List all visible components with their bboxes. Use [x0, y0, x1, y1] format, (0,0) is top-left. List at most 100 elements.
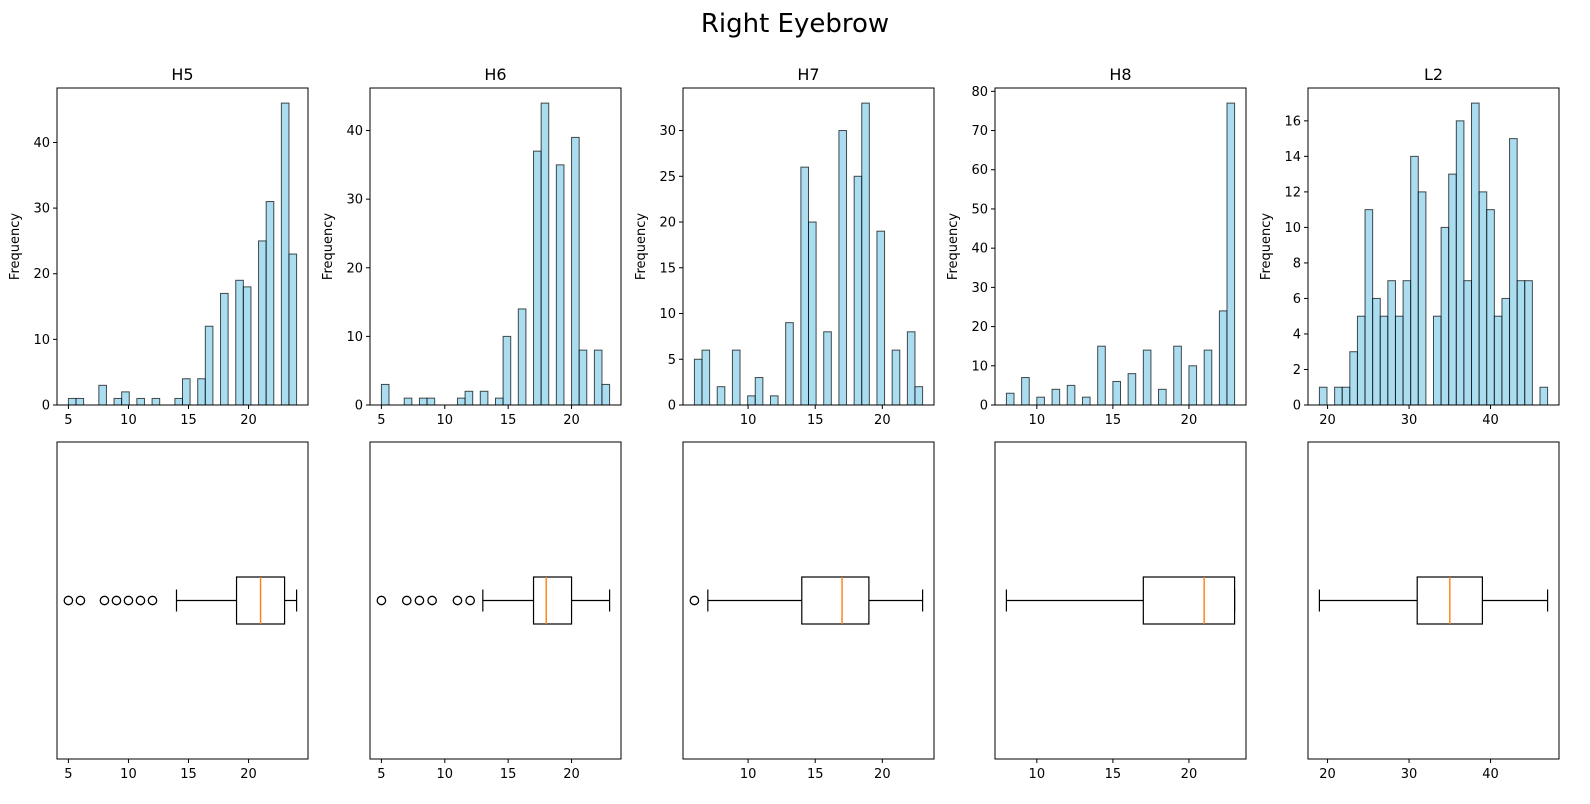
y-tick-label: 25 — [659, 170, 676, 185]
histogram-bar — [914, 386, 924, 406]
histogram-bar — [1112, 380, 1122, 406]
x-tick-label: 15 — [807, 767, 824, 782]
y-tick-label: 0 — [42, 399, 50, 414]
histogram-bar — [1081, 396, 1091, 406]
y-axis-label: Frequency — [634, 213, 649, 280]
y-tick-label: 6 — [1293, 292, 1301, 307]
histogram-bar — [258, 240, 267, 406]
y-axis-label: Frequency — [1259, 213, 1274, 280]
axes-frame — [1307, 87, 1560, 406]
axes-frame — [994, 441, 1247, 760]
x-tick-label: 10 — [120, 767, 137, 782]
y-tick-label: 20 — [971, 320, 988, 335]
histogram-bar — [456, 397, 466, 406]
y-tick-label: 0 — [1293, 399, 1301, 414]
x-tick-label: 5 — [377, 767, 385, 782]
histogram-panel-3: 0 5 10 15 20 25 30 Frequency H7 10 15 20 — [634, 65, 935, 428]
outlier-point — [63, 595, 74, 606]
histogram-bar — [785, 322, 794, 406]
histogram-bar — [1021, 377, 1030, 406]
histogram-bar — [1364, 209, 1374, 406]
histogram-bar — [98, 384, 107, 406]
histogram-bar — [1173, 345, 1182, 406]
y-tick-label: 0 — [355, 399, 363, 414]
subplot-title: H7 — [797, 65, 819, 84]
x-tick-label: 20 — [240, 767, 257, 782]
histogram-bar — [1203, 349, 1213, 406]
x-tick-label: 40 — [1482, 413, 1499, 428]
outlier-point — [414, 595, 425, 606]
x-tick-label: 40 — [1482, 767, 1499, 782]
histogram-bar — [1158, 388, 1167, 406]
outlier-point — [123, 595, 134, 606]
boxplot-panel-1: 5 10 15 20 — [56, 441, 309, 782]
histogram-bar — [1127, 373, 1137, 406]
histogram-bar — [1356, 315, 1366, 406]
histogram-bar — [747, 395, 756, 406]
histogram-bar — [265, 201, 275, 406]
histogram-bar — [1218, 310, 1228, 406]
x-tick-label: 5 — [64, 413, 72, 428]
y-tick-label: 5 — [668, 353, 676, 368]
x-tick-label: 10 — [740, 767, 757, 782]
histogram-bar — [1036, 396, 1045, 406]
histogram-bar — [197, 378, 206, 406]
y-tick-label: 15 — [659, 261, 676, 276]
histogram-bar — [242, 286, 252, 406]
outlier-point — [452, 595, 463, 606]
y-tick-label: 60 — [971, 163, 988, 178]
histogram-bar — [906, 331, 916, 406]
histogram-bar — [1334, 386, 1343, 406]
outlier-point — [376, 595, 387, 606]
axes-frame — [994, 87, 1247, 406]
histogram-bar — [1493, 315, 1503, 406]
y-tick-label: 40 — [346, 124, 363, 139]
x-tick-label: 20 — [874, 767, 891, 782]
y-tick-label: 4 — [1293, 327, 1301, 342]
outlier-point — [75, 595, 86, 606]
histogram-bar — [204, 325, 214, 406]
histogram-bar — [517, 308, 527, 406]
y-tick-label: 70 — [971, 124, 988, 139]
histogram-bar — [861, 102, 870, 406]
y-tick-label: 20 — [33, 267, 50, 282]
histogram-bar — [1188, 365, 1198, 406]
y-tick-label: 80 — [971, 85, 988, 100]
histogram-bar — [495, 397, 504, 406]
histogram-bar — [731, 349, 741, 406]
subplot-title: H8 — [1109, 65, 1131, 84]
histogram-bar — [418, 397, 428, 406]
histogram-bar — [1387, 280, 1396, 406]
histogram-bar — [769, 395, 779, 406]
histogram-bar — [464, 390, 474, 406]
histogram-bar — [67, 397, 77, 406]
histogram-bar — [1379, 315, 1389, 406]
histogram-bar — [174, 397, 183, 406]
y-tick-label: 30 — [33, 202, 50, 217]
y-tick-label: 10 — [1284, 221, 1301, 236]
histogram-bar — [1142, 349, 1152, 406]
axes-frame — [682, 87, 935, 406]
x-tick-label: 15 — [807, 413, 824, 428]
histogram-bar — [1372, 297, 1381, 406]
figure-title: Right Eyebrow — [701, 9, 889, 39]
histogram-bar — [113, 397, 123, 406]
y-tick-label: 30 — [659, 124, 676, 139]
histogram-bar — [1433, 315, 1442, 406]
histogram-bar — [220, 292, 229, 406]
histogram-bar — [288, 253, 298, 406]
histogram-bar — [1349, 351, 1358, 406]
histogram-bar — [1516, 280, 1526, 406]
histogram-bar — [1455, 120, 1465, 406]
histogram-bar — [1463, 280, 1473, 406]
x-tick-label: 20 — [1181, 413, 1198, 428]
axes-frame — [682, 441, 935, 760]
iqr-box — [1142, 576, 1236, 625]
histogram-bar — [235, 279, 244, 406]
histogram-bar — [593, 349, 603, 406]
x-tick-label: 20 — [563, 413, 580, 428]
histogram-bar — [380, 383, 390, 406]
histogram-bar — [121, 391, 130, 406]
histogram-bar — [555, 164, 565, 406]
